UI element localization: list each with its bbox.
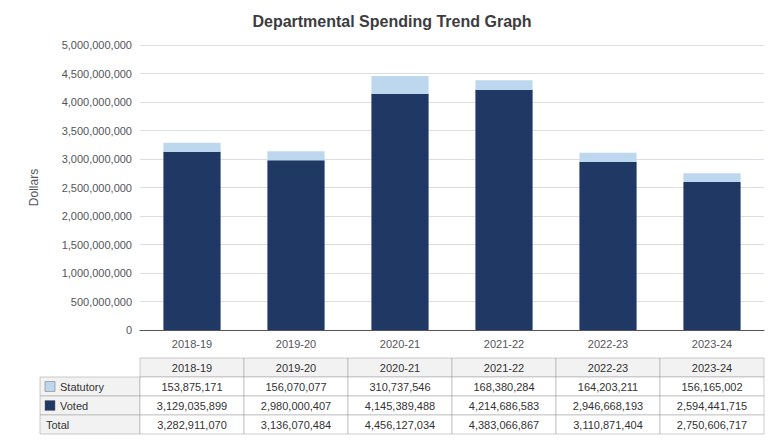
svg-text:156,165,002: 156,165,002 [681,381,742,393]
svg-text:2018-19: 2018-19 [172,362,212,374]
svg-text:3,110,871,404: 3,110,871,404 [573,419,643,431]
svg-text:5,000,000,000: 5,000,000,000 [62,39,132,51]
svg-text:310,737,546: 310,737,546 [369,381,430,393]
svg-text:Voted: Voted [60,400,88,412]
svg-text:2018-19: 2018-19 [172,338,212,350]
svg-text:4,456,127,034: 4,456,127,034 [365,419,435,431]
svg-text:2020-21: 2020-21 [380,338,420,350]
svg-text:3,136,070,484: 3,136,070,484 [261,419,331,431]
svg-text:168,380,284: 168,380,284 [473,381,534,393]
svg-text:2021-22: 2021-22 [484,338,524,350]
svg-text:2020-21: 2020-21 [380,362,420,374]
svg-text:Dollars: Dollars [27,169,41,206]
svg-text:2019-20: 2019-20 [276,362,316,374]
svg-text:0: 0 [126,324,132,336]
svg-text:3,500,000,000: 3,500,000,000 [62,125,132,137]
svg-text:2,500,000,000: 2,500,000,000 [62,182,132,194]
svg-text:4,500,000,000: 4,500,000,000 [62,68,132,80]
svg-text:2019-20: 2019-20 [276,338,316,350]
svg-text:1,500,000,000: 1,500,000,000 [62,239,132,251]
svg-text:500,000,000: 500,000,000 [71,296,132,308]
svg-text:2,000,000,000: 2,000,000,000 [62,210,132,222]
svg-text:2,594,441,715: 2,594,441,715 [677,400,747,412]
svg-text:2,750,606,717: 2,750,606,717 [677,419,747,431]
svg-text:2022-23: 2022-23 [588,338,628,350]
svg-text:4,000,000,000: 4,000,000,000 [62,96,132,108]
svg-text:3,000,000,000: 3,000,000,000 [62,153,132,165]
svg-text:2,946,668,193: 2,946,668,193 [573,400,643,412]
svg-text:164,203,211: 164,203,211 [578,381,638,393]
svg-text:Statutory: Statutory [60,381,105,393]
svg-text:2021-22: 2021-22 [484,362,524,374]
svg-text:3,282,911,070: 3,282,911,070 [157,419,227,431]
svg-text:Departmental Spending Trend Gr: Departmental Spending Trend Graph [252,13,531,30]
svg-text:2023-24: 2023-24 [692,338,732,350]
svg-text:3,129,035,899: 3,129,035,899 [157,400,227,412]
svg-text:4,383,066,867: 4,383,066,867 [469,419,539,431]
svg-text:Total: Total [46,419,69,431]
svg-text:4,214,686,583: 4,214,686,583 [469,400,539,412]
svg-text:2023-24: 2023-24 [692,362,732,374]
svg-text:4,145,389,488: 4,145,389,488 [365,400,435,412]
svg-text:1,000,000,000: 1,000,000,000 [62,267,132,279]
svg-text:2022-23: 2022-23 [588,362,628,374]
svg-text:2,980,000,407: 2,980,000,407 [261,400,331,412]
svg-text:153,875,171: 153,875,171 [161,381,222,393]
svg-text:156,070,077: 156,070,077 [265,381,326,393]
